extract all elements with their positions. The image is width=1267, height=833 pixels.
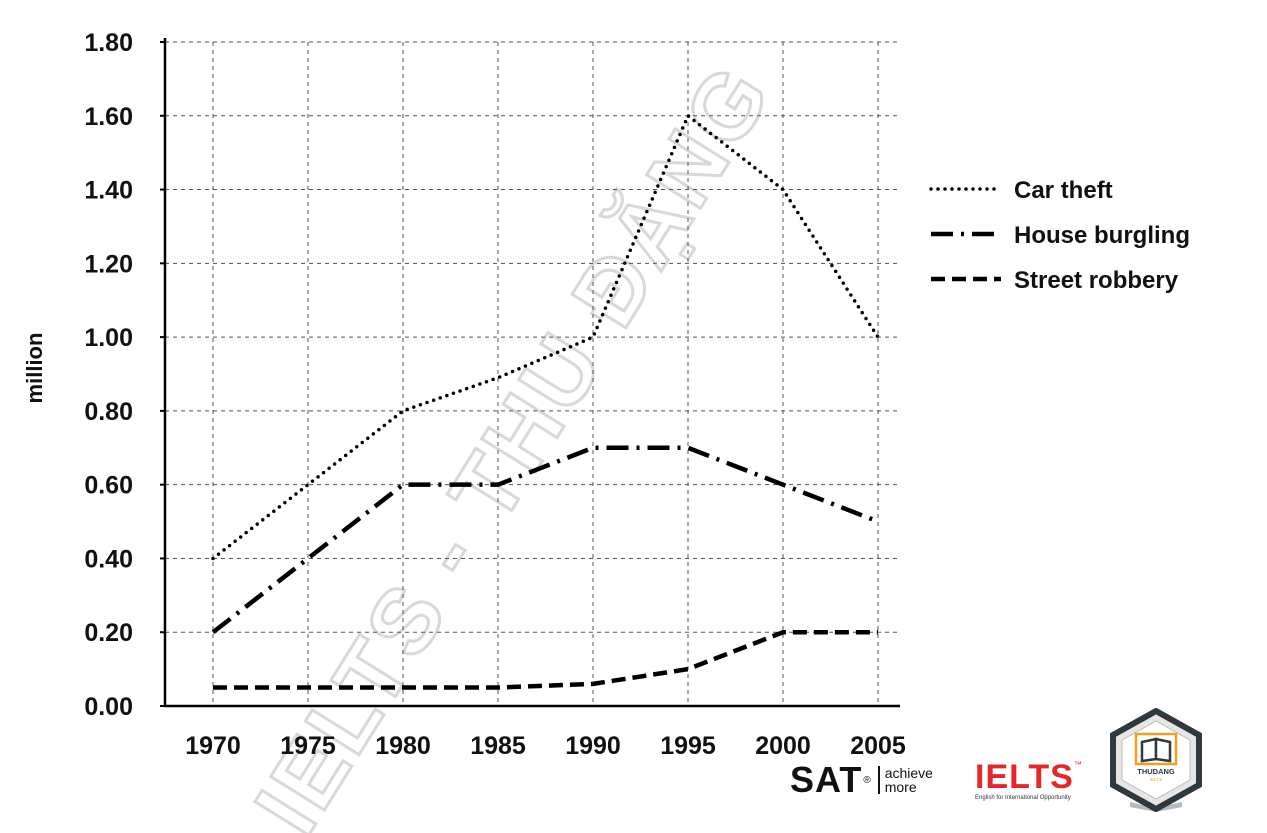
x-tick-label: 1970 [185,732,241,760]
thudang-badge-logo: THUDANG IELTS [1110,708,1202,812]
x-tick-label: 1990 [565,732,621,760]
y-axis-label: million [22,333,47,404]
x-tick-label: 2005 [850,732,906,760]
y-tick-label: 0.40 [84,545,133,573]
watermark-text: IELTS - THU ĐẶNG [236,46,792,833]
y-tick-label: 1.00 [84,324,133,352]
ielts-logo: IELTS™ English for International Opportu… [975,760,1090,801]
x-tick-label: 1995 [660,732,716,760]
legend-label: Street robbery [1014,267,1179,294]
y-tick-label: 1.60 [84,103,133,131]
x-tick-label: 1980 [375,732,431,760]
series-lines [211,114,880,690]
y-tick-labels: 0.00 0.20 0.40 0.60 0.80 1.00 1.20 1.40 1.60 1.80 [84,29,133,721]
series-line-car-theft [211,114,880,561]
sat-tagline-line-1: achieve [884,765,933,781]
legend-label: House burgling [1014,222,1190,249]
series-line-street-robbery [213,629,878,690]
x-tick-label: 2000 [755,732,811,760]
sat-logo-word: SAT [790,759,863,800]
x-tick-label: 1975 [280,732,336,760]
badge-text-2: IELTS [1150,777,1162,782]
sat-tagline-line-2: more [884,779,917,795]
ielts-logo-subtitle: English for International Opportunity [975,795,1071,801]
y-tick-label: 0.00 [84,693,133,721]
book-icon [1140,737,1172,763]
x-tick-labels: 1970 1975 1980 1985 1990 1995 2000 2005 [185,732,906,760]
grid [165,41,900,706]
x-tick-label: 1985 [470,732,526,760]
sat-logo-tagline: achieve more [877,765,945,795]
series-line-house-burgling [211,445,879,634]
legend-label: Car theft [1014,177,1113,204]
y-tick-label: 0.20 [84,619,133,647]
sat-logo: SAT ® achieve more [790,759,945,800]
ielts-logo-word: IELTS [975,758,1074,796]
y-tick-label: 0.60 [84,472,133,500]
sat-logo-registered-mark: ® [863,774,871,786]
legend: Car theft House burgling Street robbery [929,177,1190,294]
axes [160,38,900,708]
y-tick-label: 1.40 [84,177,133,205]
y-tick-label: 1.80 [84,29,133,57]
badge-text-1: THUDANG [1137,767,1175,776]
y-tick-label: 1.20 [84,250,133,278]
ielts-logo-trademark: ™ [1073,760,1082,769]
watermark: IELTS - THU ĐẶNG [234,45,793,833]
y-tick-label: 0.80 [84,398,133,426]
